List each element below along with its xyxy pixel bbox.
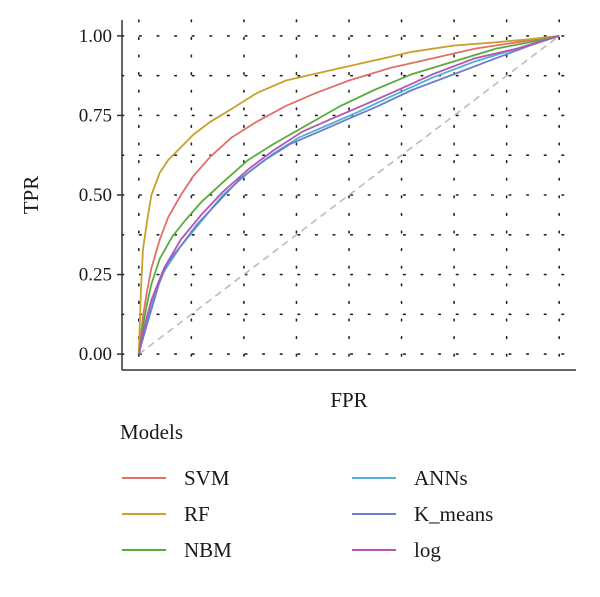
roc-curves bbox=[137, 35, 560, 355]
diagonal-reference-line bbox=[138, 35, 560, 355]
legend-item-nbm: NBM bbox=[120, 537, 350, 562]
y-tick-label: 0.00 bbox=[79, 344, 112, 365]
legend-key-line bbox=[352, 513, 396, 515]
roc-curve-nbm bbox=[137, 35, 560, 355]
y-tick-label: 0.25 bbox=[79, 265, 112, 286]
legend-key-line bbox=[352, 549, 396, 551]
legend-item-rf: RF bbox=[120, 501, 350, 526]
roc-chart: 0.00 0.25 0.50 0.75 1.00 TPR FPR bbox=[19, 19, 577, 412]
grid-lines bbox=[121, 19, 577, 371]
legend-label: NBM bbox=[184, 537, 232, 562]
legend-label: K_means bbox=[414, 501, 494, 526]
y-tick-label: 0.50 bbox=[79, 185, 112, 206]
roc-curve-svm bbox=[137, 35, 560, 355]
legend-item-log: log bbox=[350, 537, 550, 562]
legend-label: log bbox=[414, 537, 441, 562]
legend-title: Models bbox=[120, 420, 183, 444]
y-tick-label: 1.00 bbox=[79, 26, 112, 47]
legend-key-line bbox=[122, 549, 166, 551]
x-axis-title: FPR bbox=[330, 388, 367, 412]
y-tick-label: 0.75 bbox=[79, 105, 112, 126]
y-axis-title: TPR bbox=[19, 176, 43, 215]
legend-key-line bbox=[352, 477, 396, 479]
legend-label: SVM bbox=[184, 465, 230, 490]
legend-item-svm: SVM bbox=[120, 465, 350, 490]
legend-item-anns: ANNs bbox=[350, 465, 550, 490]
legend-entries: SVM ANNs RF K_means NBM log bbox=[120, 465, 560, 562]
legend-key-line bbox=[122, 513, 166, 515]
roc-curve-rf bbox=[137, 35, 560, 355]
legend-item-k-means: K_means bbox=[350, 501, 550, 526]
legend-label: ANNs bbox=[414, 465, 468, 490]
legend-label: RF bbox=[184, 501, 210, 526]
legend-key-line bbox=[122, 477, 166, 479]
roc-curve-log bbox=[137, 35, 560, 355]
y-axis-ticks: 0.00 0.25 0.50 0.75 1.00 bbox=[79, 26, 122, 365]
legend: Models SVM ANNs RF K_means NBM log bbox=[120, 420, 560, 562]
